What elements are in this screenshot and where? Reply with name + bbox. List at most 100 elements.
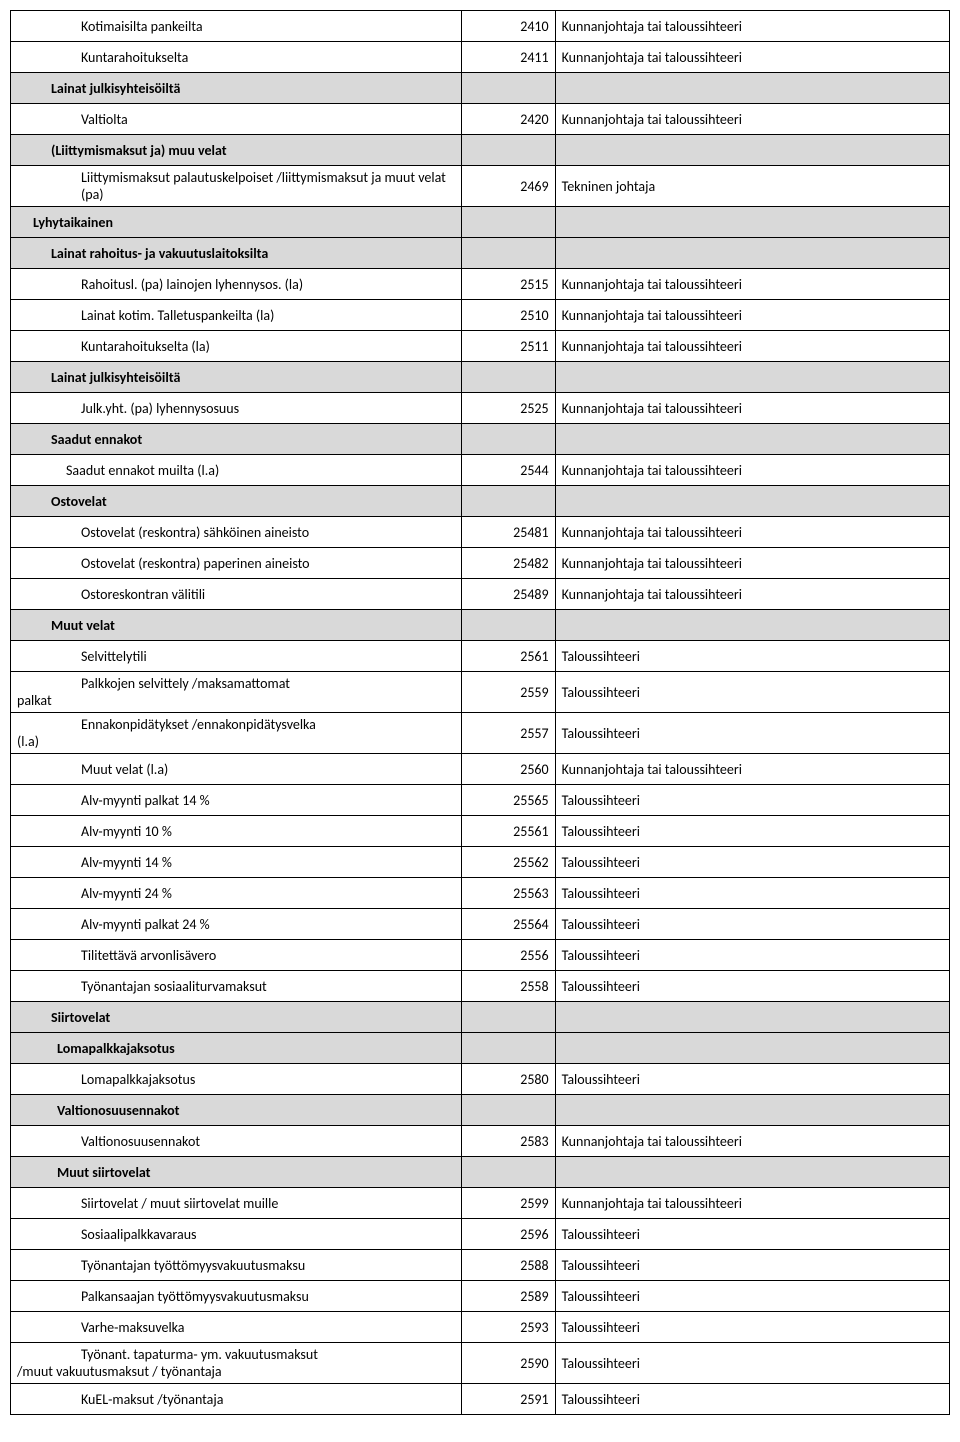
cell-responsible [555,486,949,517]
cell-responsible [555,73,949,104]
cell-label: Lainat rahoitus- ja vakuutuslaitoksilta [11,238,462,269]
cell-label: KuEL-maksut /työnantaja [11,1384,462,1415]
cell-code: 2580 [461,1064,555,1095]
table-row: Saadut ennakot muilta (l.a)2544Kunnanjoh… [11,455,950,486]
cell-label: Siirtovelat [11,1002,462,1033]
table-row: Lainat julkisyhteisöiltä [11,73,950,104]
cell-responsible [555,135,949,166]
cell-code: 2590 [461,1343,555,1384]
cell-responsible: Taloussihteeri [555,940,949,971]
cell-code: 2511 [461,331,555,362]
cell-label: Työnantajan sosiaaliturvamaksut [11,971,462,1002]
cell-code: 2469 [461,166,555,207]
table-row: Lainat rahoitus- ja vakuutuslaitoksilta [11,238,950,269]
table-row: Lainat julkisyhteisöiltä [11,362,950,393]
table-row: Liittymismaksut palautuskelpoiset /liitt… [11,166,950,207]
table-row: Valtiolta2420Kunnanjohtaja tai taloussih… [11,104,950,135]
cell-label: Lainat kotim. Talletuspankeilta (la) [11,300,462,331]
cell-code: 2560 [461,754,555,785]
cell-responsible: Kunnanjohtaja tai taloussihteeri [555,42,949,73]
cell-label: Ostoreskontran välitili [11,579,462,610]
cell-responsible: Kunnanjohtaja tai taloussihteeri [555,300,949,331]
cell-code [461,362,555,393]
cell-responsible: Taloussihteeri [555,1343,949,1384]
table-row: Ostovelat [11,486,950,517]
cell-responsible [555,1002,949,1033]
table-row: Valtionosuusennakot [11,1095,950,1126]
cell-label: Saadut ennakot [11,424,462,455]
cell-code: 25565 [461,785,555,816]
cell-label: Ostovelat (reskontra) paperinen aineisto [11,548,462,579]
cell-label: Sosiaalipalkkavaraus [11,1219,462,1250]
table-row: Palkansaajan työttömyysvakuutusmaksu2589… [11,1281,950,1312]
cell-code: 2410 [461,11,555,42]
cell-responsible: Tekninen johtaja [555,166,949,207]
cell-code: 2556 [461,940,555,971]
table-row: Työnant. tapaturma- ym. vakuutusmaksut/m… [11,1343,950,1384]
cell-label: Siirtovelat / muut siirtovelat muille [11,1188,462,1219]
cell-responsible: Taloussihteeri [555,672,949,713]
table-row: Alv-myynti 24 %25563Taloussihteeri [11,878,950,909]
cell-responsible: Kunnanjohtaja tai taloussihteeri [555,331,949,362]
table-row: Saadut ennakot [11,424,950,455]
table-row: KuEL-maksut /työnantaja2591Taloussihteer… [11,1384,950,1415]
cell-label: Alv-myynti palkat 14 % [11,785,462,816]
cell-label: Varhe-maksuvelka [11,1312,462,1343]
cell-code: 25481 [461,517,555,548]
cell-label: Palkkojen selvittely /maksamattomatpalka… [11,672,462,713]
table-row: Lainat kotim. Talletuspankeilta (la)2510… [11,300,950,331]
cell-code: 25482 [461,548,555,579]
cell-label: Tilitettävä arvonlisävero [11,940,462,971]
table-row: Alv-myynti palkat 14 %25565Taloussihteer… [11,785,950,816]
table-row: Varhe-maksuvelka2593Taloussihteeri [11,1312,950,1343]
cell-responsible [555,1033,949,1064]
cell-code [461,73,555,104]
table-row: Ennakonpidätykset /ennakonpidätysvelka(l… [11,713,950,754]
table-row: Kuntarahoitukselta2411Kunnanjohtaja tai … [11,42,950,73]
cell-code: 25564 [461,909,555,940]
table-row: Julk.yht. (pa) lyhennysosuus2525Kunnanjo… [11,393,950,424]
cell-label: Liittymismaksut palautuskelpoiset /liitt… [11,166,462,207]
table-row: Muut siirtovelat [11,1157,950,1188]
table-row: Alv-myynti 10 %25561Taloussihteeri [11,816,950,847]
cell-responsible [555,238,949,269]
cell-code: 2411 [461,42,555,73]
cell-code: 2599 [461,1188,555,1219]
table-row: Rahoitusl. (pa) lainojen lyhennysos. (la… [11,269,950,300]
cell-code: 2515 [461,269,555,300]
cell-responsible: Kunnanjohtaja tai taloussihteeri [555,1188,949,1219]
table-row: Kuntarahoitukselta (la)2511Kunnanjohtaja… [11,331,950,362]
cell-label: Lyhytaikainen [11,207,462,238]
table-row: Tilitettävä arvonlisävero2556Taloussihte… [11,940,950,971]
cell-code: 25563 [461,878,555,909]
cell-responsible [555,1095,949,1126]
cell-responsible: Taloussihteeri [555,1064,949,1095]
cell-responsible: Taloussihteeri [555,971,949,1002]
cell-responsible: Kunnanjohtaja tai taloussihteeri [555,455,949,486]
table-row: Siirtovelat / muut siirtovelat muille259… [11,1188,950,1219]
cell-responsible: Taloussihteeri [555,1312,949,1343]
cell-code: 2420 [461,104,555,135]
cell-label: Muut velat (l.a) [11,754,462,785]
cell-label: Ostovelat [11,486,462,517]
cell-responsible: Kunnanjohtaja tai taloussihteeri [555,11,949,42]
cell-label: Kotimaisilta pankeilta [11,11,462,42]
cell-label: Kuntarahoitukselta (la) [11,331,462,362]
cell-responsible: Taloussihteeri [555,713,949,754]
cell-responsible: Taloussihteeri [555,785,949,816]
cell-label: Julk.yht. (pa) lyhennysosuus [11,393,462,424]
table-row: Ostovelat (reskontra) paperinen aineisto… [11,548,950,579]
cell-code: 25489 [461,579,555,610]
cell-label: Lainat julkisyhteisöiltä [11,362,462,393]
cell-responsible: Kunnanjohtaja tai taloussihteeri [555,393,949,424]
cell-code [461,424,555,455]
cell-responsible [555,207,949,238]
cell-code: 2596 [461,1219,555,1250]
account-table: Kotimaisilta pankeilta2410Kunnanjohtaja … [10,10,950,1415]
cell-responsible: Taloussihteeri [555,816,949,847]
cell-code [461,207,555,238]
cell-code [461,486,555,517]
cell-responsible: Kunnanjohtaja tai taloussihteeri [555,1126,949,1157]
cell-responsible: Kunnanjohtaja tai taloussihteeri [555,548,949,579]
cell-label: Palkansaajan työttömyysvakuutusmaksu [11,1281,462,1312]
